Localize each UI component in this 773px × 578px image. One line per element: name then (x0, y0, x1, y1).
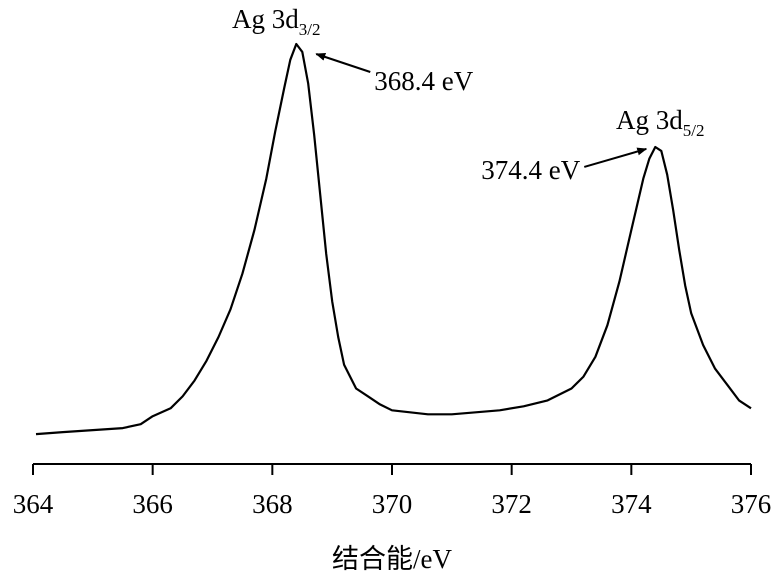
x-tick-label: 374 (611, 489, 652, 519)
x-tick-label: 370 (372, 489, 413, 519)
peak-title-subscript: 5/2 (683, 121, 705, 140)
x-axis-title: 结合能/eV (332, 544, 452, 574)
peak-arrow (583, 147, 648, 168)
peak-arrow (315, 53, 371, 73)
x-tick-label: 368 (252, 489, 293, 519)
peak-title-main: Ag 3d (232, 4, 299, 34)
peak-value-label: 374.4 eV (481, 155, 580, 185)
peak-title-main: Ag 3d (616, 105, 683, 135)
series-layer (35, 42, 752, 436)
x-axis-ticks: 364 366 368 370 372 374 376 (13, 464, 772, 519)
x-tick-label: 372 (491, 489, 532, 519)
spectrum-line (35, 42, 752, 436)
peak-value-label: 368.4 eV (374, 66, 473, 96)
x-tick-label: 366 (132, 489, 173, 519)
peak-title-subscript: 3/2 (299, 20, 321, 39)
x-tick-label: 364 (13, 489, 54, 519)
peak-title: Ag 3d3/2 (232, 4, 320, 39)
x-tick-label: 376 (731, 489, 772, 519)
peak-title: Ag 3d5/2 (616, 105, 704, 140)
